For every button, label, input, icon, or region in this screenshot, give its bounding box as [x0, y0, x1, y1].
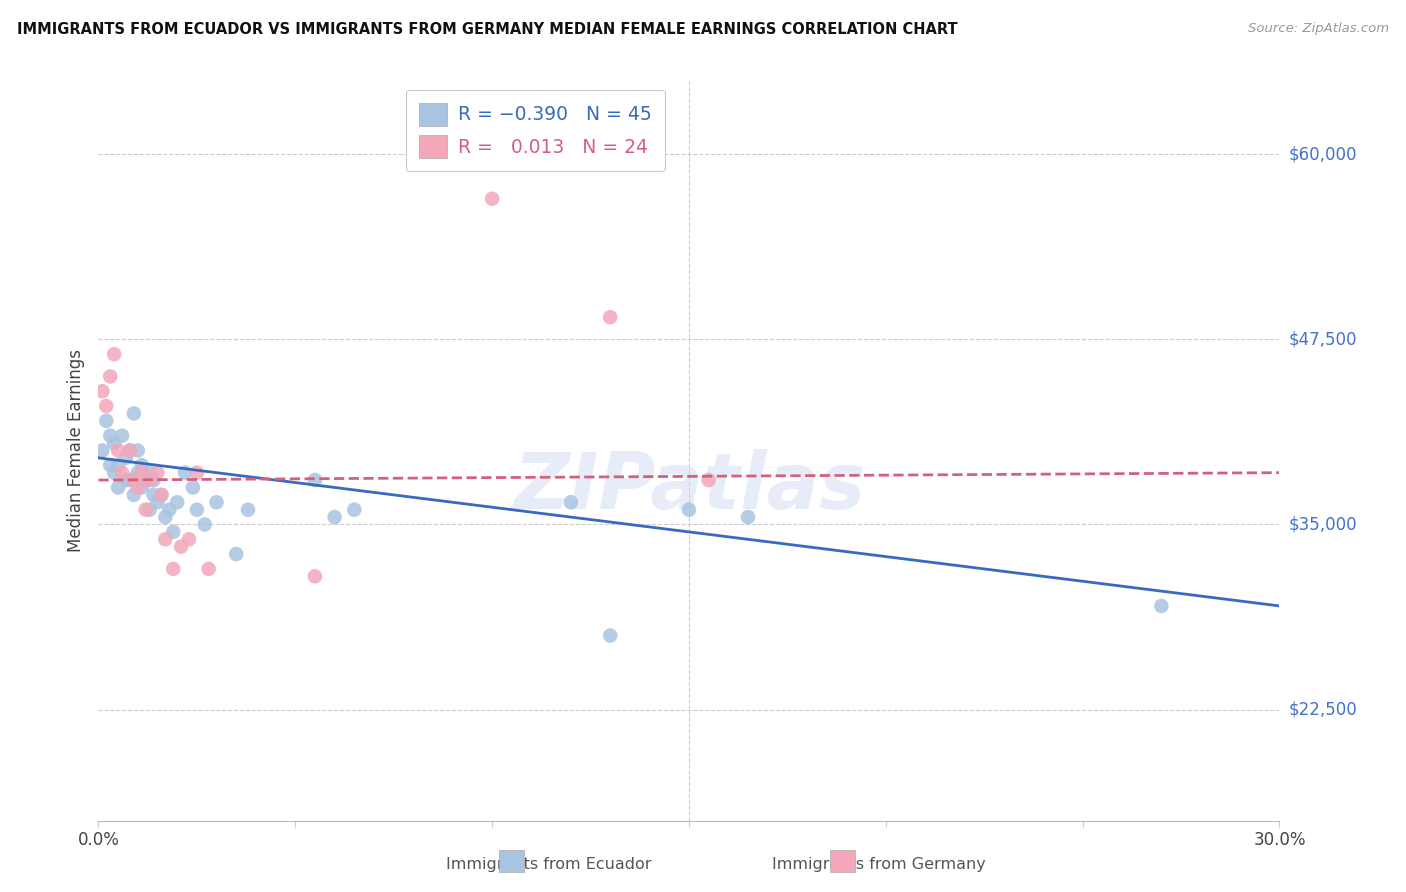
Text: ZIPatlas: ZIPatlas: [513, 450, 865, 525]
Point: [118, 473, 141, 487]
Point: [181, 480, 204, 494]
Point: [127, 480, 149, 494]
Point: [177, 533, 200, 547]
Text: Immigrants from Ecuador: Immigrants from Ecuador: [446, 857, 651, 872]
Point: [150, 488, 173, 502]
Point: [323, 510, 346, 524]
Point: [107, 443, 129, 458]
Point: [127, 443, 149, 458]
Text: $35,000: $35,000: [1289, 516, 1358, 533]
Point: [135, 502, 157, 516]
Point: [118, 443, 141, 458]
Point: [155, 533, 177, 547]
Point: [205, 495, 228, 509]
Point: [131, 466, 153, 480]
Point: [103, 347, 125, 361]
Point: [174, 466, 197, 480]
Point: [166, 495, 188, 509]
Point: [186, 502, 208, 516]
Point: [131, 458, 153, 473]
Text: IMMIGRANTS FROM ECUADOR VS IMMIGRANTS FROM GERMANY MEDIAN FEMALE EARNINGS CORREL: IMMIGRANTS FROM ECUADOR VS IMMIGRANTS FR…: [17, 22, 957, 37]
Point: [98, 369, 121, 384]
Point: [138, 473, 160, 487]
Point: [138, 502, 160, 516]
Point: [225, 547, 247, 561]
Point: [162, 524, 184, 539]
Point: [194, 517, 217, 532]
Point: [138, 466, 160, 480]
Point: [107, 480, 129, 494]
Point: [142, 473, 165, 487]
Point: [162, 562, 184, 576]
Point: [678, 502, 700, 516]
Point: [481, 192, 503, 206]
Y-axis label: Median Female Earnings: Median Female Earnings: [67, 349, 86, 552]
Point: [118, 443, 141, 458]
Point: [91, 384, 114, 399]
Point: [111, 428, 134, 442]
Point: [103, 436, 125, 450]
Legend: R = −0.390   N = 45, R =   0.013   N = 24: R = −0.390 N = 45, R = 0.013 N = 24: [406, 90, 665, 171]
Point: [343, 502, 366, 516]
Point: [135, 473, 157, 487]
Point: [146, 466, 169, 480]
Point: [111, 466, 134, 480]
Point: [304, 473, 326, 487]
Point: [115, 450, 138, 465]
Point: [96, 399, 118, 413]
Point: [122, 473, 145, 487]
Point: [103, 466, 125, 480]
Point: [197, 562, 219, 576]
Text: Immigrants from Germany: Immigrants from Germany: [772, 857, 986, 872]
Point: [98, 458, 121, 473]
Point: [107, 458, 129, 473]
Point: [122, 407, 145, 421]
Text: $47,500: $47,500: [1289, 330, 1357, 349]
Text: $60,000: $60,000: [1289, 145, 1357, 163]
Text: Source: ZipAtlas.com: Source: ZipAtlas.com: [1249, 22, 1389, 36]
Point: [150, 488, 173, 502]
Point: [599, 310, 621, 325]
Text: $22,500: $22,500: [1289, 700, 1358, 719]
Point: [236, 502, 259, 516]
Point: [115, 473, 138, 487]
Point: [142, 488, 165, 502]
Point: [127, 466, 149, 480]
Point: [131, 480, 153, 494]
Point: [304, 569, 326, 583]
Point: [1150, 599, 1173, 613]
Point: [98, 428, 121, 442]
Point: [186, 466, 208, 480]
Point: [170, 540, 193, 554]
Point: [91, 443, 114, 458]
Point: [96, 414, 118, 428]
Point: [560, 495, 582, 509]
Point: [737, 510, 759, 524]
Point: [599, 628, 621, 642]
Point: [122, 488, 145, 502]
Point: [697, 473, 720, 487]
Point: [157, 502, 180, 516]
Point: [146, 495, 169, 509]
Point: [155, 510, 177, 524]
